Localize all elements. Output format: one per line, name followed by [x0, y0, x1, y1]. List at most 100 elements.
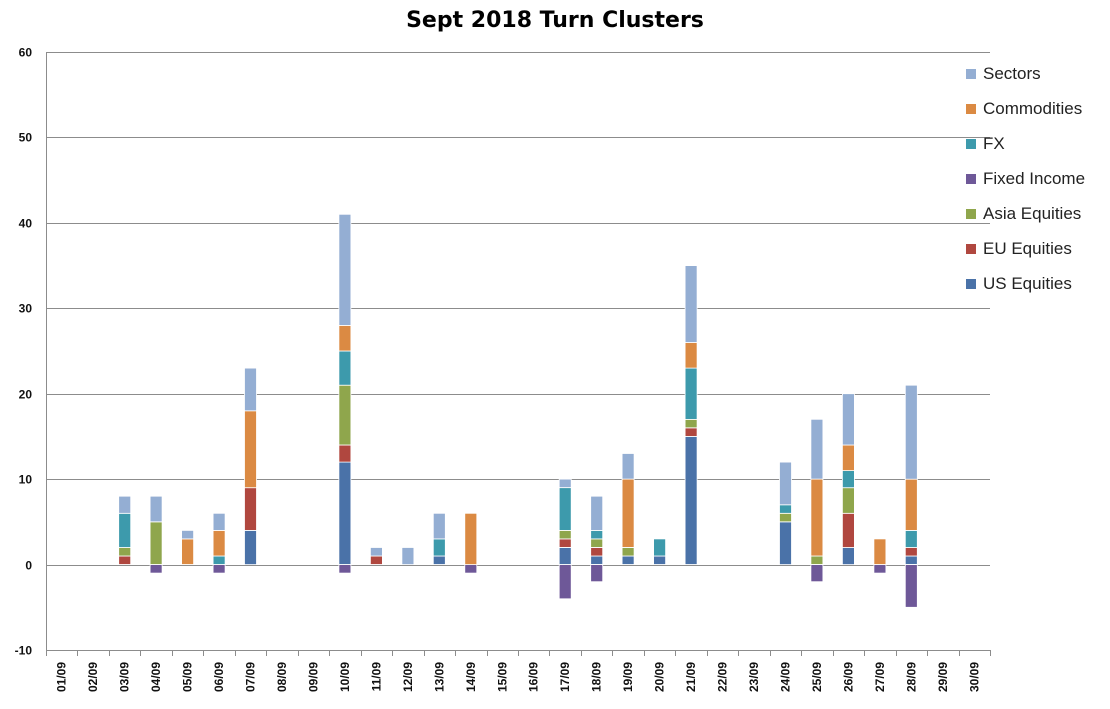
y-tick-label: 30 — [19, 302, 33, 316]
bar-segment — [212, 530, 226, 557]
bar-segment — [653, 538, 666, 557]
bar-segment — [338, 461, 352, 566]
bar-segment — [590, 547, 604, 557]
bar-segment — [873, 564, 887, 574]
x-tick-label: 25/09 — [810, 662, 824, 692]
legend-swatch — [966, 138, 976, 149]
legend-item-eu-equities: EU Equities — [966, 231, 1110, 266]
x-tick-label: 30/09 — [967, 662, 981, 692]
bar-segment — [338, 384, 352, 446]
x-tick-label: 22/09 — [716, 662, 730, 692]
bar-segment — [904, 555, 918, 565]
legend-swatch — [966, 173, 976, 184]
bar-segment — [621, 478, 635, 548]
legend-label: Fixed Income — [983, 168, 1086, 188]
bar-segment — [621, 453, 635, 480]
bar-segment — [338, 444, 352, 463]
x-tick-label: 03/09 — [118, 662, 132, 692]
x-tick-label: 06/09 — [212, 662, 226, 692]
legend-swatch — [966, 208, 976, 219]
x-tick-label: 17/09 — [558, 662, 572, 692]
bar-segment — [684, 265, 698, 343]
chart-title: Sept 2018 Turn Clusters — [406, 8, 704, 33]
bar-segment — [590, 495, 604, 531]
x-tick-label: 01/09 — [55, 662, 69, 692]
legend-item-us-equities: US Equities — [966, 266, 1110, 301]
bar-segment — [590, 564, 604, 583]
bar-segment — [118, 512, 132, 548]
bar-segment — [842, 512, 855, 548]
y-tick-label: 40 — [19, 217, 33, 231]
x-tick-label: 28/09 — [904, 662, 918, 692]
bar-segment — [149, 564, 163, 574]
y-tick-label: 0 — [25, 559, 32, 573]
legend-label: US Equities — [983, 273, 1072, 293]
legend-item-sectors: Sectors — [966, 56, 1110, 91]
bar-segment — [244, 410, 257, 489]
bar-segment — [369, 547, 383, 557]
x-tick-label: 18/09 — [590, 662, 604, 692]
x-tick-label: 16/09 — [527, 662, 541, 692]
bar-segment — [338, 324, 352, 352]
bar-segment — [904, 478, 918, 531]
bar-segment — [842, 444, 855, 472]
x-tick-label: 12/09 — [401, 662, 415, 692]
legend-item-fixed-income: Fixed Income — [966, 161, 1110, 196]
bar-segment — [464, 512, 478, 565]
y-tick-label: 20 — [19, 388, 33, 402]
bar-segment — [244, 367, 257, 412]
bars — [118, 213, 918, 608]
bar-segment — [432, 538, 446, 557]
y-tick-label: 60 — [19, 46, 33, 60]
legend-label: EU Equities — [983, 238, 1072, 258]
bar-segment — [621, 555, 635, 565]
x-tick-label: 27/09 — [873, 662, 887, 692]
bar-segment — [149, 495, 163, 523]
bar-segment — [590, 530, 604, 540]
bar-segment — [904, 547, 918, 557]
bar-segment — [779, 461, 792, 506]
legend-item-asia-equities: Asia Equities — [966, 196, 1110, 231]
x-tick-label: 20/09 — [653, 662, 667, 692]
x-tick-label: 29/09 — [936, 662, 950, 692]
bar-segment — [810, 418, 824, 480]
x-tick-label: 02/09 — [86, 662, 100, 692]
x-tick-label: 07/09 — [244, 662, 258, 692]
bar-segment — [842, 487, 855, 514]
x-tick-label: 14/09 — [464, 662, 478, 692]
bar-segment — [684, 367, 698, 420]
bar-segment — [181, 538, 195, 565]
bar-segment — [432, 512, 446, 540]
legend-swatch — [966, 278, 976, 289]
bar-segment — [464, 564, 478, 574]
legend-swatch — [966, 68, 976, 79]
bar-segment — [653, 555, 666, 565]
axes — [46, 52, 991, 656]
x-tick-label: 24/09 — [778, 662, 792, 692]
legend-swatch — [966, 243, 976, 254]
bar-segment — [369, 555, 383, 565]
bar-segment — [842, 470, 855, 489]
bar-segment — [558, 487, 572, 531]
x-tick-label: 23/09 — [747, 662, 761, 692]
legend-item-fx: FX — [966, 126, 1110, 161]
bar-segment — [558, 547, 572, 566]
bar-segment — [244, 530, 257, 566]
bar-segment — [684, 418, 698, 429]
legend-label: Sectors — [983, 63, 1041, 83]
bar-segment — [244, 487, 257, 531]
x-tick-label: 13/09 — [432, 662, 446, 692]
legend-item-commodities: Commodities — [966, 91, 1110, 126]
bar-segment — [118, 495, 132, 514]
bar-segment — [779, 512, 792, 523]
x-tick-label: 10/09 — [338, 662, 352, 692]
legend-label: FX — [983, 133, 1005, 153]
bar-segment — [842, 393, 855, 446]
bar-segment — [904, 564, 918, 608]
bar-segment — [338, 213, 352, 326]
y-tick-label: 50 — [19, 131, 33, 145]
bar-segment — [558, 530, 572, 540]
legend: Sectors Commodities FX Fixed Income Asia… — [966, 56, 1110, 301]
bar-segment — [338, 564, 352, 574]
